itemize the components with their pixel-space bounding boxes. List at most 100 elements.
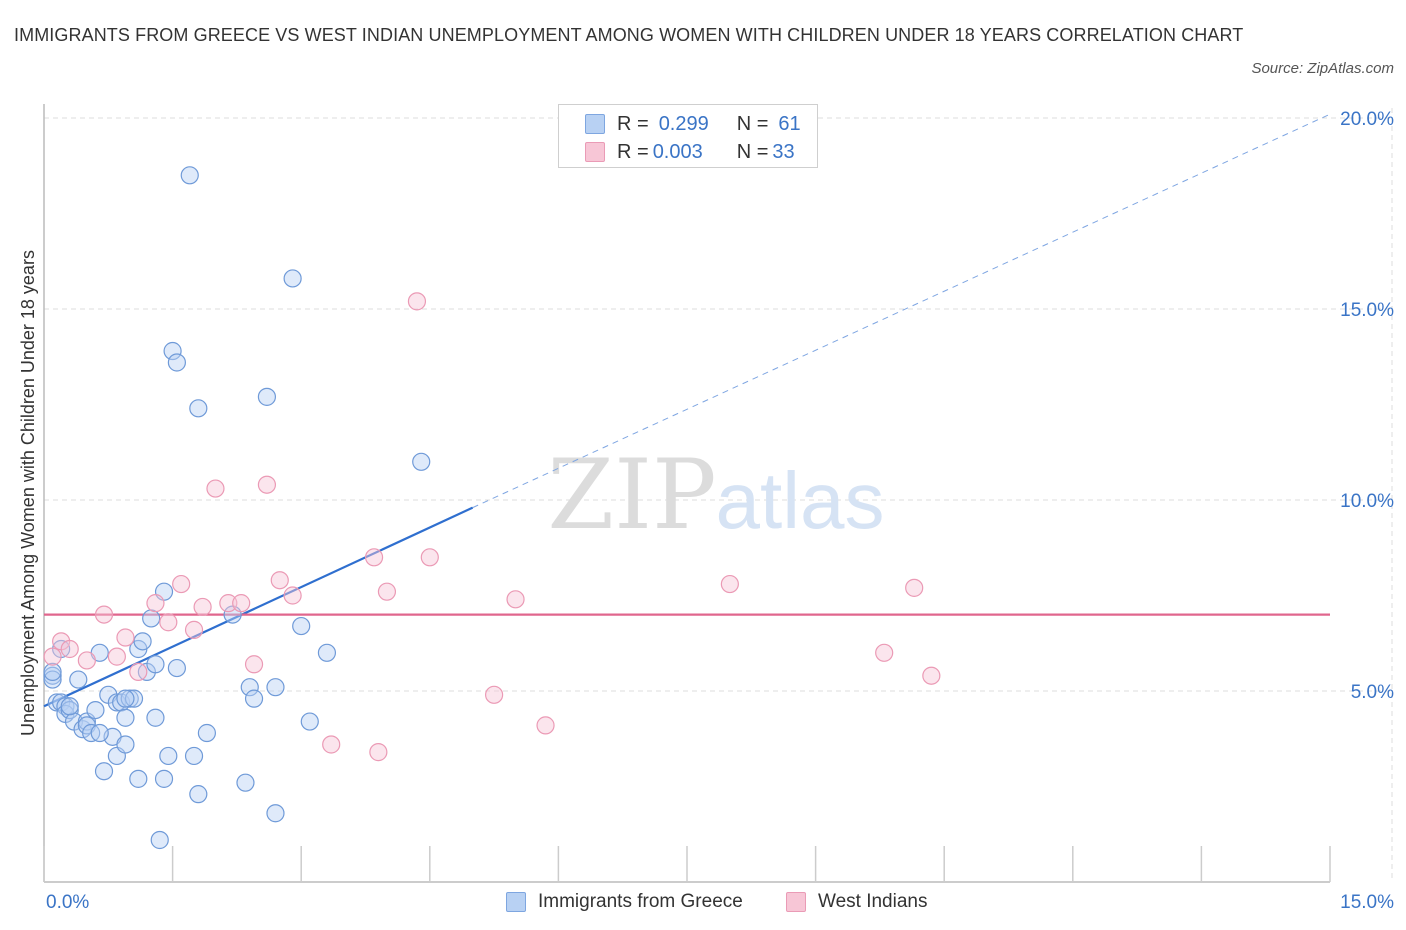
r-label: R = — [617, 112, 649, 135]
source-label: Source: ZipAtlas.com — [1251, 60, 1394, 77]
west-indians-point — [407, 292, 427, 311]
greece-trend-extension — [472, 113, 1331, 509]
legend-row-greece: R = 0.299 N = 61 — [585, 110, 801, 138]
west-indians-point — [172, 574, 191, 594]
west-indians-point — [206, 479, 225, 498]
west-indians-point — [377, 582, 397, 601]
west-indians-point — [146, 594, 165, 613]
n-value-greece: 61 — [778, 112, 801, 135]
west-indians-point — [720, 574, 739, 594]
greece-point — [60, 700, 79, 720]
west-indians-point — [232, 594, 251, 613]
greece-point — [300, 712, 319, 731]
greece-point — [116, 735, 135, 754]
greece-point — [154, 769, 174, 788]
greece-point — [167, 658, 186, 678]
west-indians-point — [364, 548, 384, 567]
greece-point — [116, 689, 135, 708]
west-indians-point — [369, 743, 388, 762]
n-label: N = — [736, 140, 769, 163]
legend-row-west-indians: R = 0.003 N = 33 — [585, 138, 795, 166]
greece-point — [236, 773, 255, 792]
greece-point — [167, 353, 186, 372]
greece-trend-line — [43, 506, 474, 708]
greece-point — [43, 670, 62, 689]
greece-point — [90, 723, 109, 743]
watermark-zip: ZIP — [547, 439, 716, 551]
y-tick-label: 10.0% — [1340, 491, 1394, 512]
west-indians-point — [257, 475, 277, 494]
greece-point — [240, 678, 259, 697]
west-indians-point — [60, 639, 79, 659]
greece-point — [133, 632, 152, 651]
greece-point — [283, 269, 302, 288]
west-indians-point — [283, 586, 302, 605]
greece-point — [163, 341, 182, 361]
greece-point — [120, 689, 139, 708]
greece-point — [150, 830, 169, 850]
watermark: ZIP atlas — [547, 439, 884, 551]
west-indians-point — [43, 647, 62, 666]
west-indians-point — [94, 605, 114, 624]
y-tick-label: 15.0% — [1340, 300, 1394, 321]
n-value-west-indians: 33 — [772, 140, 795, 163]
west-indians-point — [244, 655, 264, 674]
greece-point — [257, 387, 277, 406]
correlation-legend: R = 0.299 N = 61 R = 0.003 N = 33 — [558, 104, 818, 168]
greece-point — [184, 746, 204, 766]
west-indians-point — [107, 647, 126, 666]
greece-point — [189, 399, 208, 418]
greece-point — [116, 708, 135, 727]
greece-point — [292, 616, 311, 636]
y-tick-label: 20.0% — [1340, 109, 1394, 130]
west-indians-point — [922, 666, 941, 685]
greece-point — [159, 746, 178, 766]
west-indians-point — [270, 571, 289, 590]
legend-swatch-blue — [585, 114, 605, 134]
n-label: N = — [736, 112, 769, 135]
west-indians-point — [506, 590, 525, 609]
legend-swatch-pink — [786, 892, 806, 912]
greece-point — [412, 452, 431, 471]
west-indians-point — [905, 578, 924, 597]
greece-point — [146, 708, 165, 727]
west-indians-point — [420, 548, 439, 567]
greece-point — [69, 670, 88, 689]
r-value-west-indians: 0.003 — [652, 140, 703, 163]
greece-point — [60, 697, 79, 716]
y-axis-label: Unemployment Among Women with Children U… — [18, 250, 38, 736]
greece-point — [129, 769, 148, 788]
watermark-atlas: atlas — [716, 456, 885, 545]
west-indians-point — [875, 643, 894, 662]
west-indians-point — [116, 628, 135, 647]
trend-lines — [43, 113, 1331, 708]
west-indians-point — [77, 651, 96, 670]
data-points — [43, 166, 941, 850]
greece-point — [317, 643, 337, 662]
y-tick-label: 5.0% — [1351, 682, 1394, 703]
west-indians-point — [322, 735, 341, 754]
greece-point — [266, 804, 285, 823]
west-indians-point — [129, 662, 148, 682]
greece-point — [266, 678, 285, 697]
greece-point — [180, 166, 199, 185]
series-legend-greece[interactable]: Immigrants from Greece — [506, 890, 743, 914]
greece-point — [189, 785, 208, 804]
west-indians-point — [159, 613, 178, 632]
west-indians-point — [485, 685, 504, 704]
chart-title: IMMIGRANTS FROM GREECE VS WEST INDIAN UN… — [14, 25, 1244, 45]
x-tick-label: 15.0% — [1340, 892, 1394, 913]
greece-point — [197, 723, 216, 743]
west-indians-point — [219, 594, 238, 613]
greece-point — [142, 609, 161, 628]
series-name-west-indians: West Indians — [818, 891, 928, 912]
axes — [43, 104, 1331, 883]
series-legend-west-indians[interactable]: West Indians — [786, 890, 927, 914]
grid-lines — [44, 108, 1393, 882]
r-value-greece: 0.299 — [658, 112, 709, 135]
legend-swatch-pink — [585, 142, 605, 162]
west-indians-point — [536, 716, 555, 735]
tick-labels: 5.0% 10.0% 15.0% 20.0% 0.0% 15.0% — [46, 109, 1394, 913]
series-name-greece: Immigrants from Greece — [538, 891, 743, 912]
